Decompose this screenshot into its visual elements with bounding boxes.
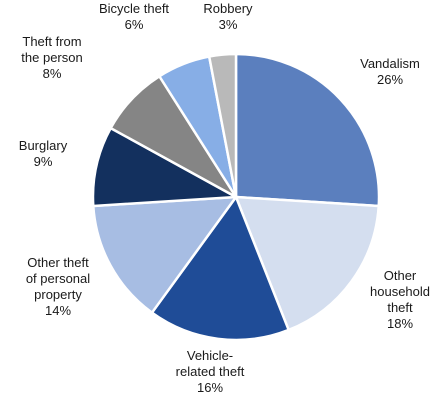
pie-slice-4 <box>92 195 238 314</box>
slice-label-4: Other theft of personal property 14% <box>26 255 90 318</box>
slice-category-label: Theft from <box>22 34 81 49</box>
slice-value-label: 9% <box>34 154 53 169</box>
slice-category-label: related theft <box>176 364 245 379</box>
slice-label-7: Bicycle theft 6% <box>99 1 169 32</box>
pie-slice-8 <box>207 52 238 199</box>
slice-category-label: the person <box>21 50 82 65</box>
slice-category-label: Vandalism <box>360 56 420 71</box>
slice-label-5: Burglary 9% <box>19 138 68 169</box>
slice-category-label: household <box>370 284 430 299</box>
slice-label-2: Other household theft 18% <box>370 268 430 331</box>
pie-slice-3 <box>150 195 290 342</box>
slice-label-6: Theft from the person 8% <box>21 34 82 81</box>
slice-category-label: property <box>34 287 82 302</box>
slice-label-3: Vehicle-related theft 16% <box>176 348 245 395</box>
pie-slice-5 <box>91 126 238 208</box>
slice-category-label: of personal <box>26 271 90 286</box>
slice-value-label: 3% <box>219 17 238 32</box>
slice-category-label: Robbery <box>203 1 253 16</box>
slice-label-8: Robbery 3% <box>203 1 253 32</box>
slice-category-label: Burglary <box>19 138 68 153</box>
pie-slice-2 <box>234 195 380 332</box>
slice-category-label: Other <box>384 268 417 283</box>
slice-value-label: 14% <box>45 303 71 318</box>
slice-value-label: 6% <box>125 17 144 32</box>
slice-value-label: 18% <box>387 316 413 331</box>
slice-category-label: Bicycle theft <box>99 1 169 16</box>
slice-value-label: 16% <box>197 380 223 395</box>
pie-labels: Vandalism 26% Other household theft 18% Vehicl… <box>19 1 430 395</box>
slice-category-label: theft <box>387 300 413 315</box>
slice-value-label: 26% <box>377 72 403 87</box>
pie-slice-1 <box>234 52 381 208</box>
slice-category-label: Vehicle- <box>187 348 233 363</box>
pie-slices <box>91 52 381 342</box>
slice-value-label: 8% <box>43 66 62 81</box>
slice-label-1: Vandalism 26% <box>360 56 420 87</box>
slice-category-label: Other theft <box>27 255 89 270</box>
